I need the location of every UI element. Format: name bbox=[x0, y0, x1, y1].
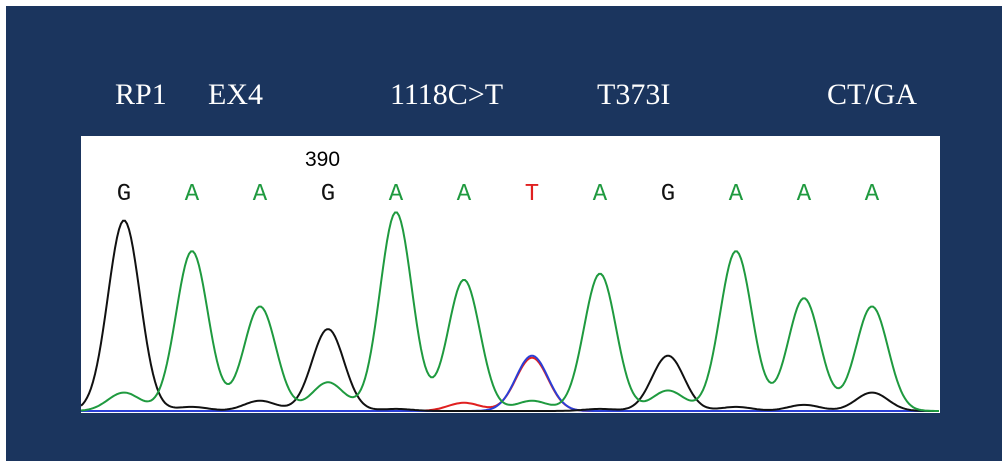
gene-label: RP1 bbox=[115, 78, 167, 111]
base-call-letter: G bbox=[321, 181, 335, 208]
trace-t-channel bbox=[81, 356, 939, 412]
base-call-letter: A bbox=[389, 181, 404, 208]
base-call-letter: A bbox=[729, 181, 744, 208]
base-call-letter: T bbox=[525, 181, 539, 208]
position-label: 390 bbox=[305, 148, 340, 171]
base-call-letter: G bbox=[661, 181, 675, 208]
base-call-letter: A bbox=[185, 181, 200, 208]
slide-background: RP1 EX4 1118C>T T373I CT/GA 390 G A A G A A T A… bbox=[6, 6, 1002, 461]
cdna-change-label: 1118C>T bbox=[390, 78, 504, 111]
base-call-letter: A bbox=[797, 181, 812, 208]
trace-a-channel bbox=[81, 211, 939, 412]
chromatogram-panel: 390 G A A G A A T A G A A A bbox=[81, 136, 940, 413]
trace-g-channel bbox=[81, 219, 939, 412]
exon-label: EX4 bbox=[208, 78, 263, 111]
trace-c-channel bbox=[81, 354, 939, 412]
genotype-label: CT/GA bbox=[827, 78, 917, 111]
base-call-letter: A bbox=[253, 181, 268, 208]
base-call-letter: G bbox=[117, 181, 131, 208]
protein-change-label: T373I bbox=[597, 78, 671, 111]
base-call-letter: A bbox=[457, 181, 472, 208]
base-call-letter: A bbox=[593, 181, 608, 208]
chromatogram-trace: 390 G A A G A A T A G A A A bbox=[81, 148, 939, 412]
base-call-letter: A bbox=[865, 181, 880, 208]
